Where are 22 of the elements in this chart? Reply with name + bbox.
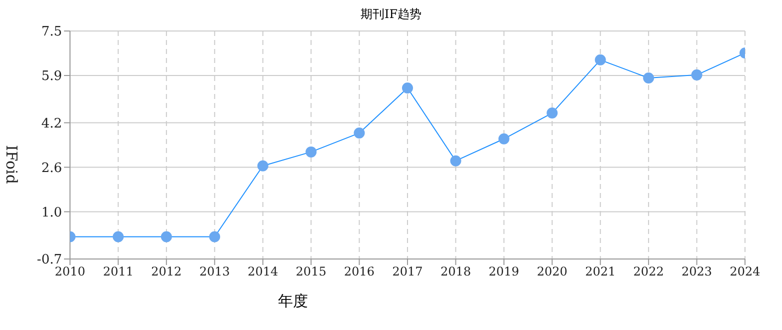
x-tick-label: 2022 bbox=[633, 264, 664, 279]
x-tick-label: 2014 bbox=[248, 264, 278, 279]
y-tick-label: 4.2 bbox=[41, 116, 62, 132]
y-tick-label: 5.9 bbox=[41, 69, 62, 84]
x-tick-label: 2017 bbox=[392, 264, 423, 279]
x-tick-label: 2011 bbox=[102, 264, 134, 279]
x-tick-label: 2013 bbox=[199, 264, 230, 279]
x-tick-label: 2019 bbox=[488, 264, 520, 279]
x-tick-label: 2015 bbox=[296, 264, 326, 279]
x-tick-label: 2020 bbox=[536, 264, 568, 279]
x-tick-label: 2021 bbox=[585, 264, 616, 279]
x-tick-label: 2016 bbox=[344, 264, 375, 279]
x-tick-label: 2024 bbox=[730, 264, 761, 279]
y-tick-label: 7.5 bbox=[41, 24, 62, 40]
y-axis-title: IFoid bbox=[2, 145, 21, 184]
x-tick-label: 2012 bbox=[151, 264, 182, 279]
chart-title: 期刊IF趋势 bbox=[359, 6, 423, 23]
x-tick-label: 2023 bbox=[682, 264, 712, 279]
x-axis-title: 年度 bbox=[278, 292, 308, 311]
y-tick-label: 2.6 bbox=[41, 160, 62, 176]
x-tick-label: 2018 bbox=[440, 264, 471, 279]
y-tick-label: 1.0 bbox=[41, 205, 62, 220]
